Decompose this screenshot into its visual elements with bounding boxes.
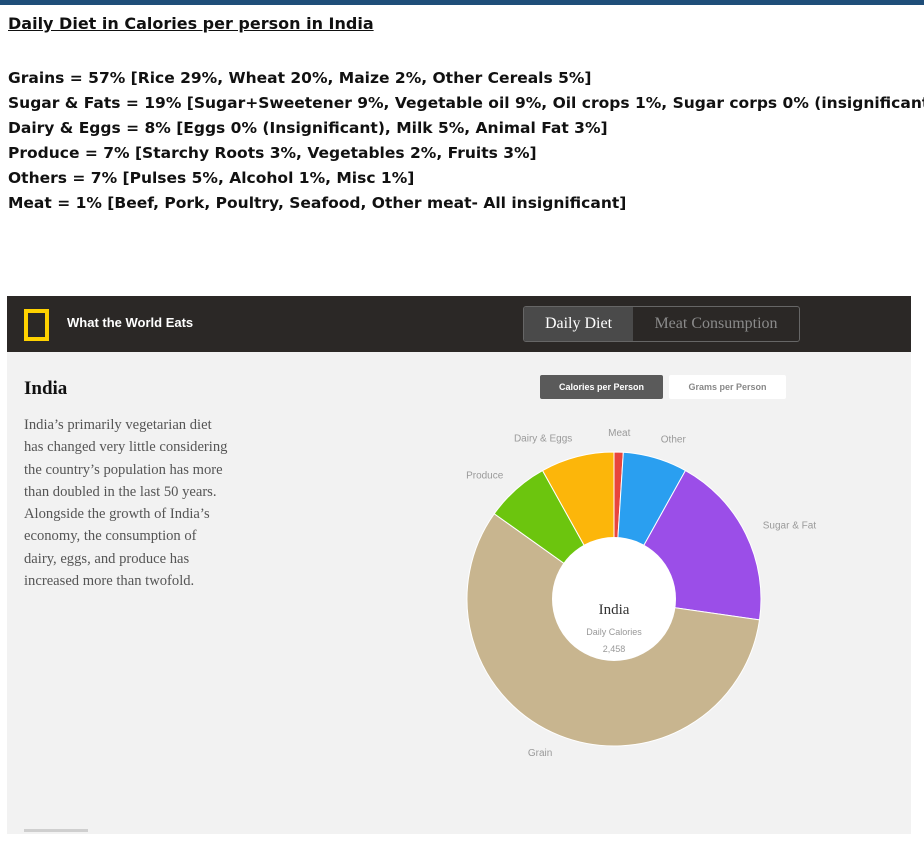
slice-label-produce: Produce <box>466 470 504 481</box>
calories-per-person-button[interactable]: Calories per Person <box>540 375 663 399</box>
slice-label-dairy-eggs: Dairy & Eggs <box>514 433 572 444</box>
scroll-indicator <box>24 829 88 832</box>
donut-center-hole <box>552 537 676 661</box>
center-value: 2,458 <box>603 644 626 654</box>
summary-others: Others = 7% [Pulses 5%, Alcohol 1%, Misc… <box>8 169 415 187</box>
country-description: India’s primarily vegetarian diet has ch… <box>24 417 228 590</box>
center-title: India <box>599 602 630 618</box>
summary-dairy-eggs: Dairy & Eggs = 8% [Eggs 0% (Insignifican… <box>8 119 608 137</box>
summary-meat: Meat = 1% [Beef, Pork, Poultry, Seafood,… <box>8 194 627 212</box>
summary-produce: Produce = 7% [Starchy Roots 3%, Vegetabl… <box>8 144 537 162</box>
top-accent-bar <box>0 0 924 5</box>
center-subtitle: Daily Calories <box>586 627 642 637</box>
slice-label-grain: Grain <box>528 748 552 759</box>
diet-summary: Grains = 57% [Rice 29%, Wheat 20%, Maize… <box>8 66 924 216</box>
summary-grains: Grains = 57% [Rice 29%, Wheat 20%, Maize… <box>8 69 592 87</box>
slice-label-sugar-fat: Sugar & Fat <box>763 520 817 531</box>
summary-sugar-fats: Sugar & Fats = 19% [Sugar+Sweetener 9%, … <box>8 94 924 112</box>
slice-label-meat: Meat <box>608 428 630 439</box>
nat-geo-logo-icon <box>24 309 49 341</box>
widget-header: What the World Eats Daily Diet Meat Cons… <box>7 296 911 352</box>
slice-label-other: Other <box>661 435 687 446</box>
tab-daily-diet[interactable]: Daily Diet <box>524 307 633 341</box>
view-tabs: Daily Diet Meat Consumption <box>523 306 800 342</box>
app-title: What the World Eats <box>67 315 194 330</box>
tab-meat-consumption[interactable]: Meat Consumption <box>654 315 778 332</box>
what-the-world-eats-widget: What the World Eats Daily Diet Meat Cons… <box>7 296 911 834</box>
diet-donut-chart: Meat Other Sugar & Fat Grain Produce Dairy & … <box>466 428 817 759</box>
country-name: India <box>24 378 68 399</box>
page-title: Daily Diet in Calories per person in Ind… <box>8 14 374 33</box>
grams-per-person-button[interactable]: Grams per Person <box>669 375 786 399</box>
